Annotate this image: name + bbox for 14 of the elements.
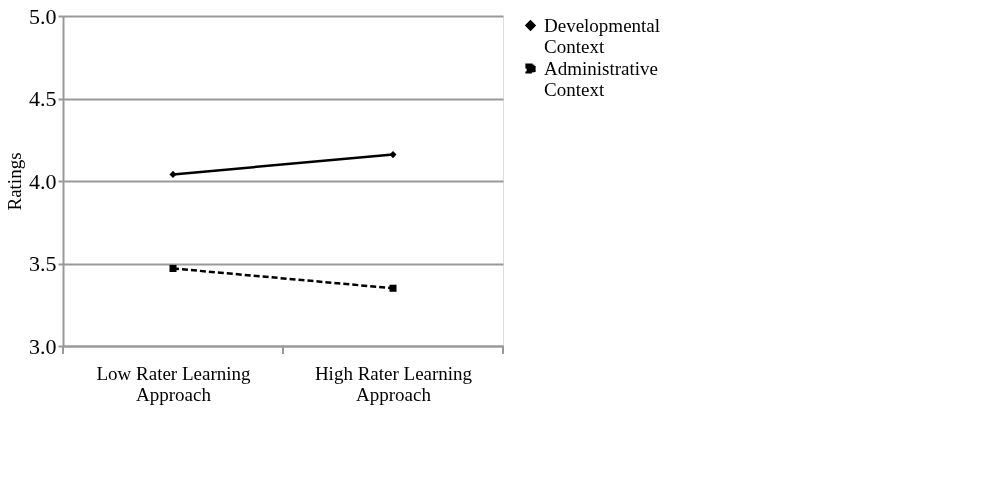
y-tick-label: 5.0 bbox=[29, 3, 57, 29]
legend-label: Developmental Context bbox=[544, 14, 661, 57]
x-tick-label: Low Rater Learning Approach bbox=[96, 362, 252, 405]
point bbox=[389, 151, 397, 159]
y-tick-label: 3.0 bbox=[29, 333, 57, 359]
point bbox=[169, 170, 177, 178]
y-axis-title: Ratings bbox=[4, 152, 25, 211]
y-tick-label: 3.5 bbox=[29, 251, 57, 276]
y-tick-label: 4.5 bbox=[29, 86, 57, 111]
legend-label: Administrative Context bbox=[544, 57, 658, 100]
x-tick-label: High Rater Learning Approach bbox=[314, 362, 473, 405]
point bbox=[169, 264, 177, 272]
y-tick-label: 4.0 bbox=[29, 168, 57, 194]
point bbox=[389, 284, 397, 292]
